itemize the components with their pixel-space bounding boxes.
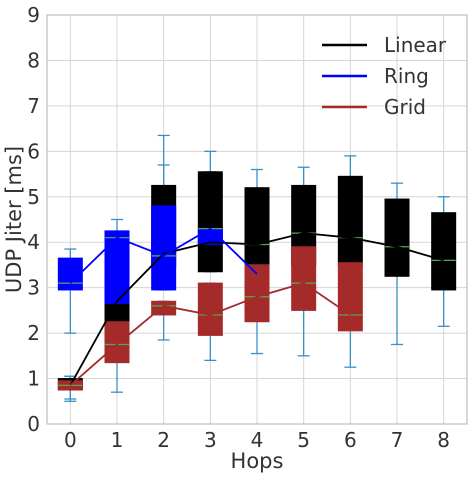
y-tick-label: 2 (27, 321, 40, 345)
legend: Linear Ring Grid (322, 33, 447, 119)
ring-box (57, 257, 83, 291)
y-tick-label: 9 (27, 3, 40, 27)
boxes (57, 171, 457, 391)
grid-box (104, 321, 130, 364)
y-axis-label: UDP Jiter [ms] (2, 146, 26, 293)
x-tick-label: 5 (297, 428, 310, 452)
median-lines (69, 227, 444, 387)
tick-labels: 0 1 2 3 4 5 6 7 8 9 0 1 2 3 4 5 6 7 8 (27, 3, 450, 452)
y-tick-label: 0 (27, 412, 40, 436)
linear-box (244, 187, 270, 266)
y-tick-label: 4 (27, 230, 40, 254)
ring-median-line (69, 227, 258, 284)
linear-box (197, 171, 223, 273)
y-tick-label: 1 (27, 367, 40, 391)
x-tick-label: 0 (64, 428, 77, 452)
x-tick-label: 7 (391, 428, 404, 452)
grid-median-line (69, 282, 351, 387)
y-tick-label: 5 (27, 185, 40, 209)
linear-box (431, 212, 457, 291)
legend-label-linear: Linear (384, 33, 447, 57)
linear-median-line (69, 232, 444, 386)
y-tick-label: 8 (27, 48, 40, 72)
grid-box (337, 262, 363, 332)
x-tick-label: 6 (344, 428, 357, 452)
y-tick-label: 7 (27, 94, 40, 118)
grid-box (291, 246, 317, 311)
y-tick-label: 3 (27, 276, 40, 300)
y-tick-label: 6 (27, 139, 40, 163)
legend-label-grid: Grid (384, 95, 426, 119)
x-tick-label: 2 (157, 428, 170, 452)
legend-label-ring: Ring (384, 64, 429, 88)
x-tick-label: 1 (111, 428, 124, 452)
x-axis-label: Hops (231, 449, 284, 473)
ring-box (151, 205, 177, 291)
plot-frame (46, 14, 468, 425)
linear-box (104, 300, 130, 323)
grid-box (197, 282, 223, 336)
ring-box (104, 230, 130, 305)
linear-box (337, 175, 363, 266)
linear-box (384, 198, 410, 277)
x-tick-label: 8 (437, 428, 450, 452)
x-tick-label: 3 (204, 428, 217, 452)
x-tick-label: 4 (251, 428, 264, 452)
